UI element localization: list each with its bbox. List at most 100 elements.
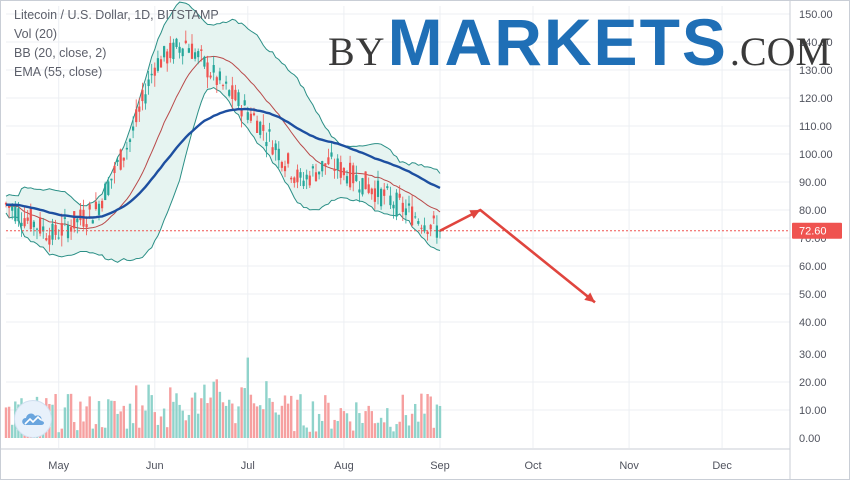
candle-body xyxy=(271,147,274,155)
candle-body xyxy=(265,141,268,147)
volume-bar xyxy=(262,409,265,438)
volume-bar xyxy=(11,424,14,438)
candle-body xyxy=(17,208,20,222)
candle-body xyxy=(125,147,128,150)
y-tick-label: 90.00 xyxy=(799,177,827,189)
bollinger-band-fill xyxy=(6,2,440,263)
candle-body xyxy=(373,188,376,202)
volume-tick-label: 0.00 xyxy=(799,433,820,445)
volume-tick-label: 20.00 xyxy=(799,377,827,389)
candle-body xyxy=(138,106,141,112)
bollinger-upper xyxy=(5,1,441,207)
candle-body xyxy=(206,62,209,78)
candle-body xyxy=(283,166,287,172)
candle-body xyxy=(163,46,166,58)
candle-body xyxy=(327,157,330,165)
candle-body xyxy=(314,172,318,182)
volume-bar xyxy=(193,392,197,438)
candle-body xyxy=(280,162,283,168)
volume-bar xyxy=(237,406,240,438)
volume-bar xyxy=(392,431,395,438)
x-tick-label: Jul xyxy=(241,460,255,472)
volume-bar xyxy=(4,407,8,438)
tradingview-logo-icon[interactable] xyxy=(14,400,52,438)
volume-bar xyxy=(166,427,169,438)
candle-body xyxy=(39,217,42,234)
candle-body xyxy=(333,168,336,171)
candle-body xyxy=(395,192,398,217)
candle-body xyxy=(274,143,277,151)
volume-bar xyxy=(66,394,70,438)
volume-bar xyxy=(203,384,206,438)
volume-bar xyxy=(414,403,417,438)
candle-body xyxy=(215,77,218,85)
candle-body xyxy=(225,81,228,84)
volume-bar xyxy=(221,402,225,438)
cloud-icon xyxy=(22,413,44,425)
candle-body xyxy=(318,171,321,175)
candle-body xyxy=(268,129,271,132)
volume-bar xyxy=(280,405,284,438)
volume-bar xyxy=(277,414,280,438)
volume-bar xyxy=(181,410,184,438)
y-tick-label: 40.00 xyxy=(799,317,827,329)
volume-bar xyxy=(367,405,370,438)
candle-body xyxy=(212,65,215,73)
candle-body xyxy=(122,157,125,161)
volume-bar xyxy=(218,391,222,438)
y-tick-label: 140.00 xyxy=(799,37,833,49)
candle-body xyxy=(200,49,203,51)
volume-bar xyxy=(141,405,144,438)
candle-body xyxy=(420,227,423,229)
candle-body xyxy=(4,202,8,205)
candle-body xyxy=(336,158,339,170)
volume-bar xyxy=(128,403,132,438)
candle-body xyxy=(187,48,190,53)
candle-body xyxy=(29,208,32,230)
candle-body xyxy=(287,153,290,164)
candle-body xyxy=(141,89,144,102)
volume-bar xyxy=(302,425,305,438)
candle-body xyxy=(342,168,345,176)
volume-bar xyxy=(150,395,153,438)
candle-body xyxy=(435,225,438,238)
volume-bar xyxy=(153,412,156,438)
volume-bar xyxy=(169,387,172,438)
candle-body xyxy=(221,85,225,87)
y-tick-label: 110.00 xyxy=(799,121,832,133)
candle-body xyxy=(32,221,35,228)
candle-body xyxy=(184,40,187,44)
candle-body xyxy=(128,139,132,142)
candle-body xyxy=(70,227,73,232)
candle-body xyxy=(172,42,175,60)
volume-bar xyxy=(379,417,383,438)
volume-bar xyxy=(51,404,54,438)
volume-bar xyxy=(172,401,175,438)
volume-bar xyxy=(420,393,423,438)
candle-body xyxy=(302,180,305,187)
candle-body xyxy=(88,204,91,210)
volume-bar xyxy=(361,422,364,438)
volume-bar xyxy=(135,385,138,438)
volume-bar xyxy=(73,422,76,438)
x-tick-label: Sep xyxy=(430,460,450,472)
volume-bar xyxy=(82,421,85,438)
volume-bar xyxy=(91,428,94,438)
candle-body xyxy=(147,79,150,87)
candle-body xyxy=(305,174,308,180)
candle-body xyxy=(101,200,104,209)
candle-body xyxy=(380,188,383,207)
volume-bar xyxy=(184,420,187,438)
candle-body xyxy=(345,176,349,184)
candle-body xyxy=(361,178,364,195)
volume-bar xyxy=(215,379,218,438)
forecast-arrowhead-up xyxy=(469,210,481,219)
candle-body xyxy=(262,124,265,131)
y-tick-label: 120.00 xyxy=(799,93,833,105)
volume-bar xyxy=(249,394,253,438)
volume-bar xyxy=(404,415,408,438)
candle-body xyxy=(119,149,122,170)
volume-bar xyxy=(147,384,150,438)
